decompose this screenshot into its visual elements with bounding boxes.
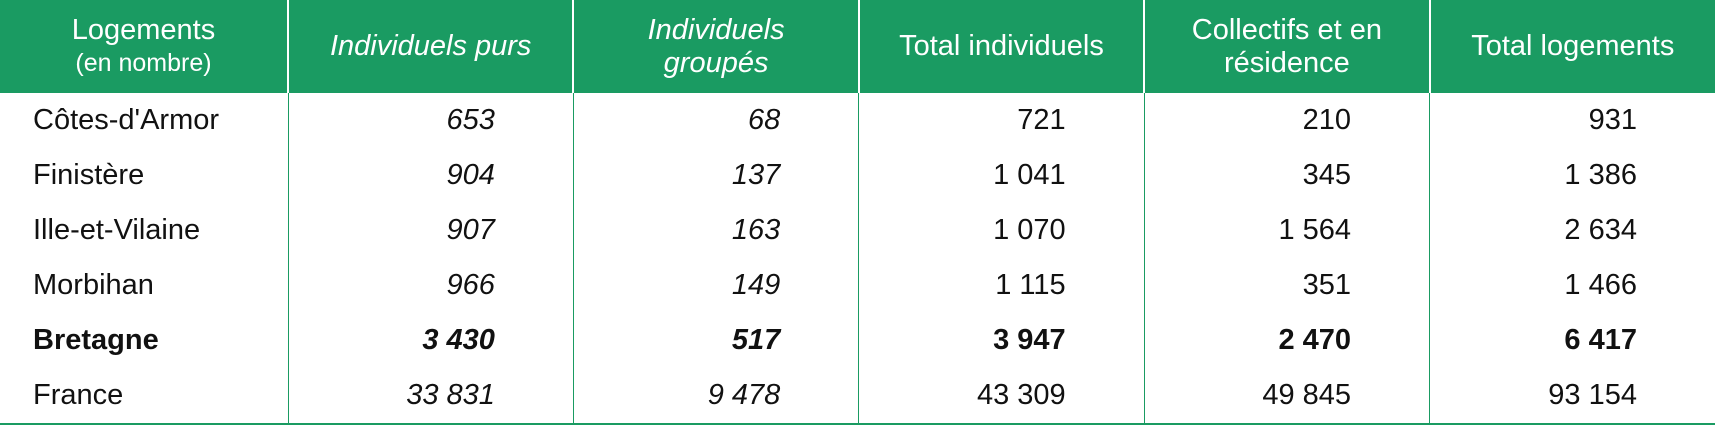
header-text: Individuels purs: [329, 30, 532, 62]
value-cell: 3 947: [858, 313, 1145, 368]
header-cell: Logements (en nombre): [0, 0, 288, 93]
value-cell: 1 564: [1143, 203, 1430, 258]
header-cell: Total individuels: [857, 0, 1145, 93]
header-text: groupés: [663, 46, 769, 79]
value-cell: 6 417: [1429, 313, 1715, 368]
value-cell: 351: [1143, 258, 1430, 313]
value-cell: 2 634: [1429, 203, 1715, 258]
header-text: (en nombre): [75, 48, 212, 77]
header-text: Total logements: [1471, 30, 1675, 62]
table-row: Bretagne 3 430 517 3 947 2 470 6 417: [0, 313, 1715, 368]
header-cell: Individuels purs: [286, 0, 574, 93]
header-text: Collectifs et en: [1191, 13, 1382, 46]
value-cell: 137: [572, 148, 859, 203]
header-row: Logements (en nombre) Individuels purs Indi…: [0, 0, 1715, 93]
value-cell: 210: [1143, 93, 1430, 148]
header-text: Logements: [71, 13, 216, 46]
value-cell: 3 430: [287, 313, 574, 368]
row-label: Ille-et-Vilaine: [33, 214, 201, 246]
value-cell: 93 154: [1429, 368, 1715, 425]
table-row: Ille-et-Vilaine 907 163 1 070 1 564 2 634: [0, 203, 1715, 258]
value-cell: 1 466: [1429, 258, 1715, 313]
value-cell: 966: [287, 258, 574, 313]
value-cell: 33 831: [287, 368, 574, 425]
value-cell: 1 070: [858, 203, 1145, 258]
row-label: Bretagne: [33, 324, 159, 356]
table-row: Côtes-d'Armor 653 68 721 210 931: [0, 93, 1715, 148]
header-text: Individuels: [647, 13, 785, 46]
value-cell: 345: [1143, 148, 1430, 203]
row-label: France: [0, 368, 288, 425]
value-cell: 163: [572, 203, 859, 258]
header-text: résidence: [1223, 46, 1350, 79]
value-cell: 49 845: [1143, 368, 1430, 425]
header-cell: Collectifs et en résidence: [1143, 0, 1430, 93]
value-cell: 653: [287, 93, 574, 148]
row-label: Morbihan: [33, 269, 154, 301]
table-row: Finistère 904 137 1 041 345 1 386: [0, 148, 1715, 203]
table-row: Morbihan 966 149 1 115 351 1 466: [0, 258, 1715, 313]
value-cell: 907: [287, 203, 574, 258]
value-cell: 2 470: [1143, 313, 1430, 368]
value-cell: 904: [287, 148, 574, 203]
header-cell: Total logements: [1428, 0, 1715, 93]
value-cell: 721: [858, 93, 1145, 148]
header-text: Total individuels: [899, 30, 1104, 62]
value-cell: 1 386: [1429, 148, 1715, 203]
value-cell: 1 115: [858, 258, 1145, 313]
value-cell: 9 478: [572, 368, 859, 425]
row-label: Finistère: [33, 159, 145, 191]
value-cell: 149: [572, 258, 859, 313]
table-row: France 33 831 9 478 43 309 49 845 93 154: [0, 368, 1715, 425]
row-label: Côtes-d'Armor: [33, 104, 220, 136]
value-cell: 517: [572, 313, 859, 368]
header-cell: Individuels groupés: [572, 0, 859, 93]
value-cell: 43 309: [858, 368, 1145, 425]
table-body: Côtes-d'Armor 653 68 721 210 931 Finistère 904 1…: [0, 93, 1715, 425]
value-cell: 68: [572, 93, 859, 148]
value-cell: 1 041: [858, 148, 1145, 203]
value-cell: 931: [1429, 93, 1715, 148]
